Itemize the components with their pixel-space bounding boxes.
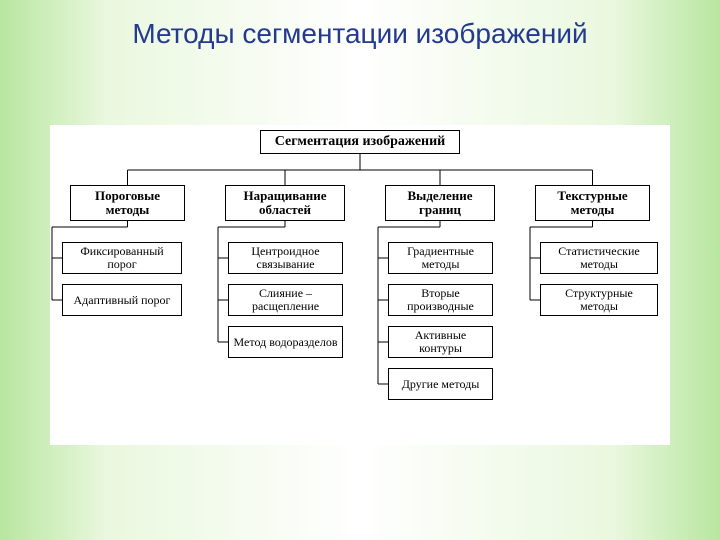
leaf-box-region-2: Метод водоразделов — [228, 326, 343, 358]
leaf-box-region-0: Центроидное связывание — [228, 242, 343, 274]
leaf-box-edge-2: Активные контуры — [388, 326, 493, 358]
category-box-edge: Выделение границ — [385, 185, 495, 221]
leaf-box-texture-1: Структурные методы — [540, 284, 658, 316]
root-box: Сегментация изображений — [260, 130, 460, 154]
category-box-region: Наращивание областей — [225, 185, 345, 221]
leaf-box-edge-1: Вторые производные — [388, 284, 493, 316]
leaf-box-threshold-1: Адаптивный порог — [62, 284, 182, 316]
slide-title: Методы сегментации изображений — [0, 18, 720, 50]
category-box-threshold: Пороговые методы — [70, 185, 185, 221]
leaf-box-threshold-0: Фиксированный порог — [62, 242, 182, 274]
leaf-box-region-1: Слияние – расщепление — [228, 284, 343, 316]
category-box-texture: Текстурные методы — [535, 185, 650, 221]
leaf-box-edge-3: Другие методы — [388, 368, 493, 400]
slide: Методы сегментации изображений Сегментац… — [0, 0, 720, 540]
hierarchy-chart: Сегментация изображений Пороговые методы Ф… — [50, 125, 670, 445]
leaf-box-texture-0: Статистические методы — [540, 242, 658, 274]
leaf-box-edge-0: Градиентные методы — [388, 242, 493, 274]
